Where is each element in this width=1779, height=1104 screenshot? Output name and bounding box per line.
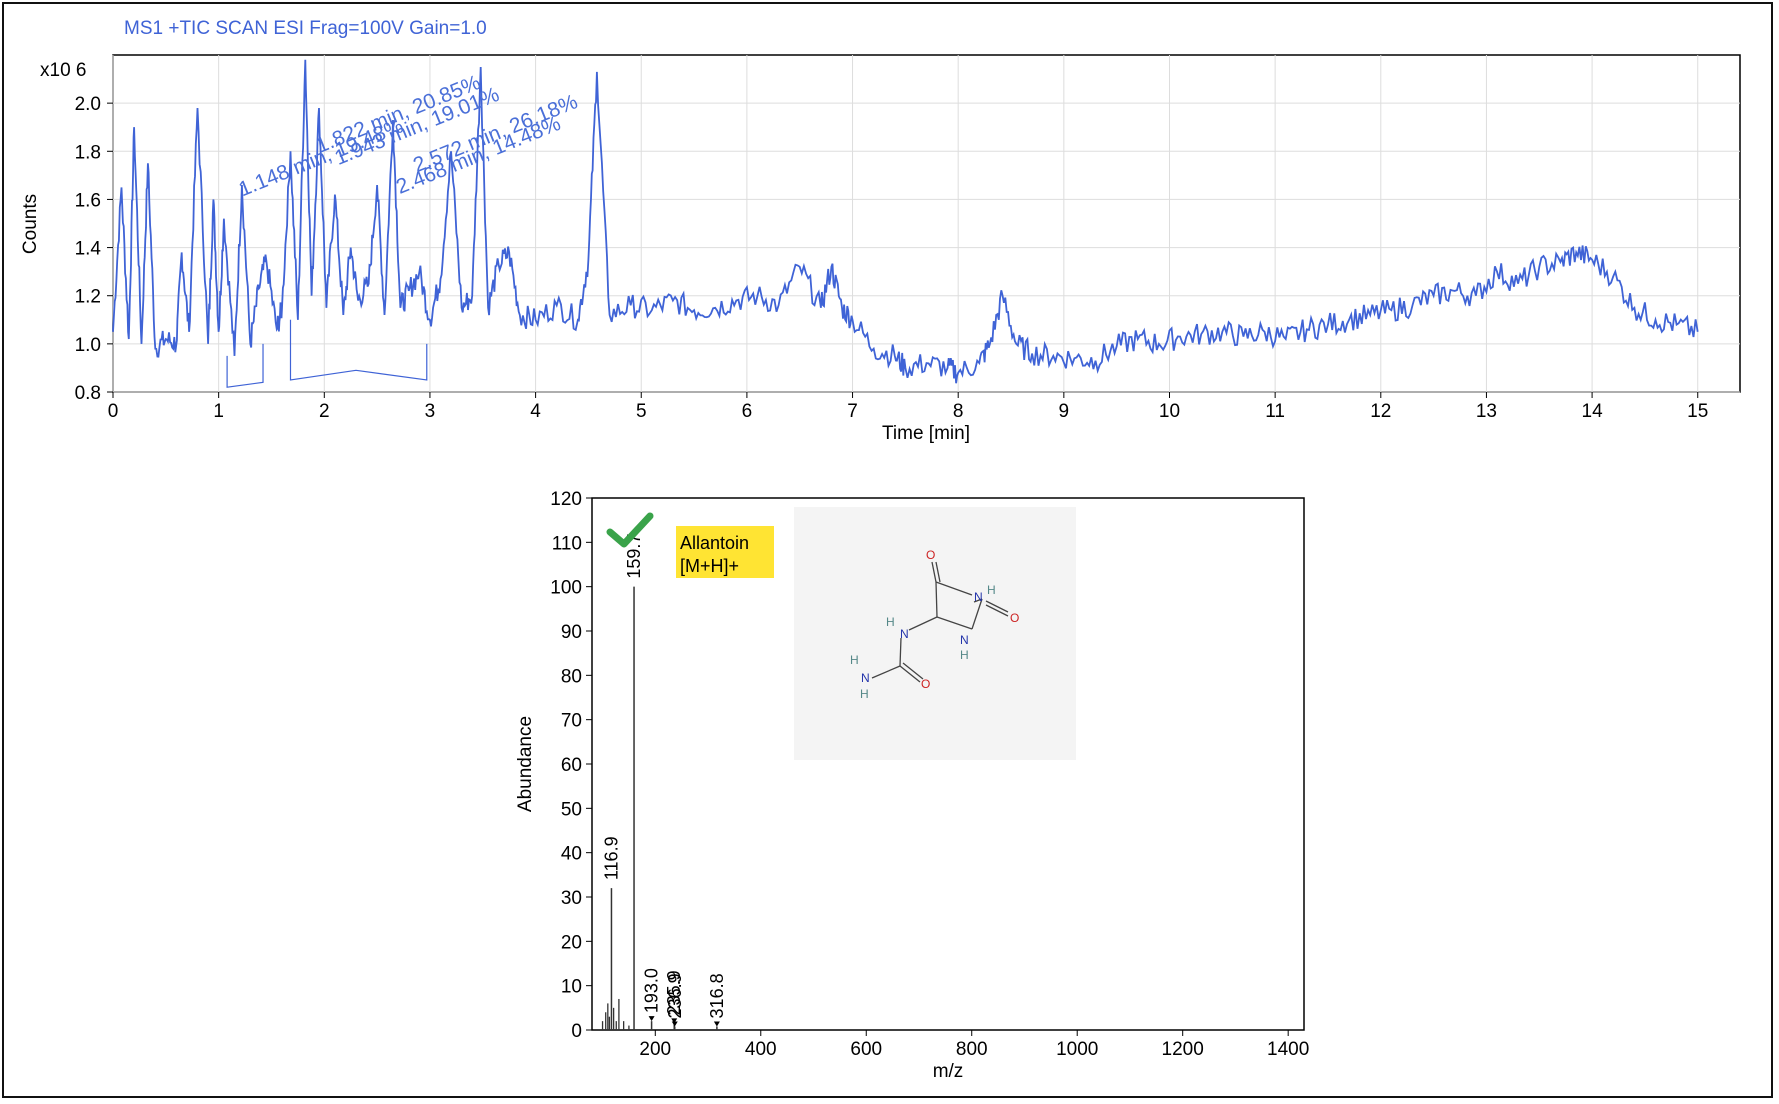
ms-x-tick-label: 400 [745,1039,777,1060]
ms-x-tick-label: 1000 [1056,1039,1098,1060]
ms-x-label: m/z [933,1061,964,1082]
ms-peak-marker [648,1016,655,1022]
svg-text:N: N [974,590,983,604]
svg-text:N: N [861,671,870,685]
tic-x-tick-label: 9 [1059,401,1070,422]
ms-y-tick-label: 100 [550,578,582,599]
svg-text:O: O [1010,611,1019,625]
tic-x-label: Time [min] [882,423,970,444]
ms-peak-marker [671,1021,678,1027]
tic-integration-markers [226,319,428,388]
tic-x-ticks: 0 1 2 3 4 5 6 7 8 9 10 11 12 13 14 15 [108,392,1708,422]
ms-y-tick-label: 110 [552,533,582,554]
ms-y-tick-label: 30 [561,888,582,909]
ms-y-tick-label: 10 [561,977,582,998]
ms-y-tick-label: 80 [561,666,582,687]
svg-text:H: H [886,615,895,629]
tic-x-tick-label: 12 [1370,401,1391,422]
check-icon [606,512,654,548]
ms-x-tick-label: 200 [639,1039,671,1060]
tic-title: MS1 +TIC SCAN ESI Frag=100V Gain=1.0 [124,18,487,39]
tic-y-tick-label: 1.8 [75,142,101,163]
svg-text:H: H [850,653,859,667]
compound-label-box [676,526,774,578]
ms-y-tick-label: 60 [561,755,582,776]
tic-y-tick-label: 1.0 [75,335,101,356]
tic-y-tick-label: 1.6 [75,190,101,211]
tic-x-tick-label: 6 [742,401,753,422]
tic-x-tick-label: 2 [319,401,330,422]
mass-spectrum: 200 400 600 800 1000 1200 1400 0 10 20 30 40 50 60 70… [515,489,1309,1082]
tic-x-tick-label: 14 [1582,401,1604,422]
tic-grid [112,55,1740,393]
tic-x-tick-label: 10 [1159,401,1180,422]
ms-y-label: Abundance [515,716,536,812]
tic-x-tick-label: 15 [1687,401,1708,422]
ms-peak-marker [671,1018,678,1024]
tic-x-tick-label: 5 [636,401,647,422]
tic-x-tick-label: 4 [530,401,541,422]
figure-svg: MS1 +TIC SCAN ESI Frag=100V Gain=1.0 x10… [20,18,1741,1082]
molecule-structure-image: O N H O N H N H O N H H [794,507,1076,760]
ms-y-ticks: 0 10 20 30 40 50 60 70 80 90 100 110 120 [550,489,592,1042]
ms-x-tick-label: 800 [956,1039,988,1060]
ms-y-tick-label: 20 [561,932,582,953]
tic-y-label: Counts [20,194,41,254]
ms-y-tick-label: 0 [571,1021,582,1042]
tic-series-line [112,59,1699,384]
svg-text:N: N [960,633,969,647]
svg-text:H: H [960,648,969,662]
ms-x-tick-label: 600 [850,1039,882,1060]
tic-x-tick-label: 1 [213,401,224,422]
tic-y-ticks: 0.8 1.0 1.2 1.4 1.6 1.8 2.0 [75,94,113,404]
tic-y-tick-label: 2.0 [75,94,101,115]
ms-peak-label: 159.7 [624,534,644,579]
ms-y-tick-label: 120 [550,489,582,510]
tic-x-tick-label: 13 [1476,401,1497,422]
ms-y-tick-label: 40 [561,844,582,865]
tic-chromatogram: MS1 +TIC SCAN ESI Frag=100V Gain=1.0 x10… [20,18,1741,444]
tic-integration-bracket [226,343,264,388]
svg-text:H: H [987,583,996,597]
svg-text:H: H [860,687,869,701]
compound-name: Allantoin [680,533,749,553]
tic-integration-bracket [289,319,428,381]
ms-peak-marker [713,1021,720,1027]
ms-y-tick-label: 90 [561,622,582,643]
ms-x-ticks: 200 400 600 800 1000 1200 1400 [639,1030,1309,1060]
tic-x-tick-label: 7 [847,401,858,422]
svg-text:O: O [921,677,930,691]
tic-x-tick-label: 11 [1265,401,1285,422]
ms-peak-label: 236.9 [665,973,685,1018]
ms-x-tick-label: 1400 [1267,1039,1309,1060]
tic-x-tick-label: 8 [953,401,964,422]
ms-peak-label: 316.8 [707,973,727,1018]
ms-peak-label: 193.0 [642,968,662,1013]
ms-peak-label: 116.9 [601,836,621,880]
ms-y-tick-label: 50 [561,799,582,820]
tic-x-tick-label: 0 [108,401,119,422]
tic-plot-area [112,54,1741,393]
svg-text:O: O [926,548,935,562]
tic-y-tick-label: 1.4 [75,239,102,260]
tic-y-tick-label: 1.2 [75,287,101,308]
svg-text:N: N [900,627,909,641]
compound-adduct: [M+H]+ [680,556,739,576]
tic-multiplier: x10 6 [40,60,86,81]
ms-x-tick-label: 1200 [1162,1039,1204,1060]
ms-y-tick-label: 70 [561,711,582,732]
tic-y-tick-label: 0.8 [75,383,101,404]
tic-x-tick-label: 3 [425,401,436,422]
ms-peak-label: 235.9 [664,970,684,1015]
